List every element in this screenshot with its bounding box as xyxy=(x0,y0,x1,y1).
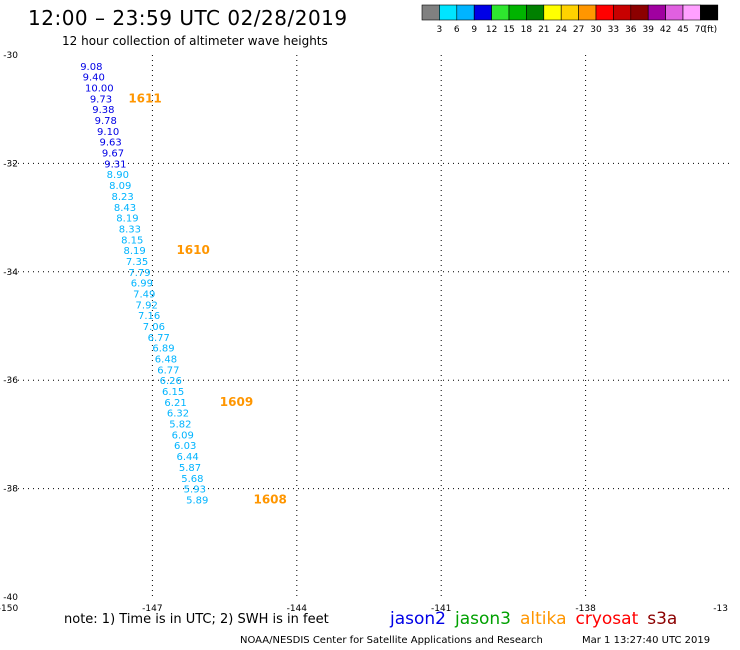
colorbar-tick-label: 45 xyxy=(677,25,688,35)
chart-title: 12:00 – 23:59 UTC 02/28/2019 xyxy=(28,6,348,30)
colorbar-tick-label: 6 xyxy=(454,25,460,35)
source-credit: NOAA/NESDIS Center for Satellite Applica… xyxy=(240,635,543,646)
color-scale-legend: 3 6 9 12 15 18 21 24 27 30 33 36 39 42 45 70(ft) xyxy=(421,4,719,35)
y-tick-label: -38 xyxy=(3,485,18,495)
wave-height-label: 9.08 xyxy=(80,62,102,73)
wave-height-label: 9.31 xyxy=(104,159,126,170)
wave-height-label: 6.21 xyxy=(164,398,186,409)
wave-height-label: 9.73 xyxy=(90,94,112,105)
y-tick-label: -30 xyxy=(3,51,18,61)
pass-time-label: 1611 xyxy=(128,91,161,105)
colorbar-tick-label: 3 xyxy=(437,25,443,35)
wave-height-label: 6.48 xyxy=(155,355,177,366)
x-tick-label: -141 xyxy=(431,604,451,614)
colorbar-swatch xyxy=(700,4,719,21)
y-tick-label: -32 xyxy=(3,159,18,169)
wave-height-label: 8.23 xyxy=(111,192,133,203)
wave-height-label: 5.82 xyxy=(169,420,191,431)
colorbar-tick-label: 24 xyxy=(555,25,567,35)
colorbar-tick-label: 39 xyxy=(642,25,654,35)
wave-height-label: 7.16 xyxy=(138,311,160,322)
wave-height-label: 6.89 xyxy=(152,344,174,355)
colorbar-tick-label: 12 xyxy=(486,25,497,35)
colorbar-tick-label: 42 xyxy=(660,25,671,35)
wave-height-label: 6.77 xyxy=(148,333,170,344)
wave-height-label: 9.10 xyxy=(97,127,119,138)
colorbar-tick-label: 27 xyxy=(573,25,584,35)
wave-height-label: 6.03 xyxy=(174,441,196,452)
satellite-legend-item: cryosat xyxy=(575,609,639,629)
pass-time-label: 1608 xyxy=(253,492,286,506)
wave-height-label: 7.79 xyxy=(128,268,150,279)
wave-height-label: 6.26 xyxy=(160,376,182,387)
wave-height-label: 6.44 xyxy=(176,452,198,463)
wave-height-label: 8.19 xyxy=(116,214,138,225)
wave-height-label: 8.09 xyxy=(109,181,131,192)
wave-height-label: 5.68 xyxy=(181,474,203,485)
satellite-legend-item: jason3 xyxy=(455,609,511,629)
x-tick-label: -144 xyxy=(287,604,308,614)
wave-height-label: 6.99 xyxy=(131,279,153,290)
wave-height-label: 9.78 xyxy=(95,116,117,127)
wave-height-label: 7.35 xyxy=(126,257,148,268)
wave-height-label: 6.09 xyxy=(172,430,194,441)
colorbar-tick-label: 9 xyxy=(471,25,477,35)
y-tick-label: -36 xyxy=(3,376,18,386)
wave-height-label: 5.93 xyxy=(184,485,206,496)
pass-time-label: 1610 xyxy=(176,243,209,257)
wave-height-label: 8.43 xyxy=(114,203,136,214)
x-tick-label: -13 xyxy=(713,604,728,614)
wave-height-label: 6.32 xyxy=(167,409,189,420)
colorbar-unit: (ft) xyxy=(704,25,718,35)
satellite-legend-item: s3a xyxy=(647,609,678,629)
wave-height-label: 9.40 xyxy=(83,73,105,84)
wave-height-label: 8.90 xyxy=(107,170,129,181)
colorbar-tick-label: 21 xyxy=(538,25,549,35)
wave-height-label: 7.49 xyxy=(133,289,155,300)
wave-height-label: 6.77 xyxy=(157,365,179,376)
wave-height-label: 10.00 xyxy=(85,84,114,95)
footnote: note: 1) Time is in UTC; 2) SWH is in fe… xyxy=(64,612,329,627)
satellite-legend-item: jason2 xyxy=(390,609,446,629)
colorbar-tick-label: 33 xyxy=(608,25,619,35)
colorbar-tick-label: 36 xyxy=(625,25,637,35)
wave-height-label: 5.89 xyxy=(186,495,208,506)
wave-height-label: 8.19 xyxy=(124,246,146,257)
wave-height-label: 9.67 xyxy=(102,149,124,160)
colorbar-tick-label: 30 xyxy=(590,25,602,35)
satellite-legend-item: altika xyxy=(520,609,567,629)
wave-height-label: 9.38 xyxy=(92,105,114,116)
x-tick-label: -147 xyxy=(142,604,162,614)
wave-height-label: 8.33 xyxy=(119,224,141,235)
pass-time-label: 1609 xyxy=(220,395,253,409)
generated-timestamp: Mar 1 13:27:40 UTC 2019 xyxy=(582,635,711,646)
colorbar-tick-label: 15 xyxy=(503,25,514,35)
y-tick-label: -40 xyxy=(3,593,18,603)
wave-height-label: 7.92 xyxy=(136,300,158,311)
colorbar-tick-label: 18 xyxy=(521,25,533,35)
satellite-legend: jason2 jason3 altika cryosat s3a xyxy=(390,609,686,629)
wave-height-label: 6.15 xyxy=(162,387,184,398)
wave-height-label: 7.06 xyxy=(143,322,165,333)
wave-height-label: 8.15 xyxy=(121,235,143,246)
y-tick-label: -34 xyxy=(3,268,18,278)
colorbar-tick-label: 70 xyxy=(695,25,707,35)
wave-height-label: 9.63 xyxy=(99,138,121,149)
chart-subtitle: 12 hour collection of altimeter wave hei… xyxy=(62,34,328,48)
x-tick-label: -138 xyxy=(575,604,596,614)
wave-height-label: 5.87 xyxy=(179,463,201,474)
x-tick-label: -150 xyxy=(0,604,18,614)
